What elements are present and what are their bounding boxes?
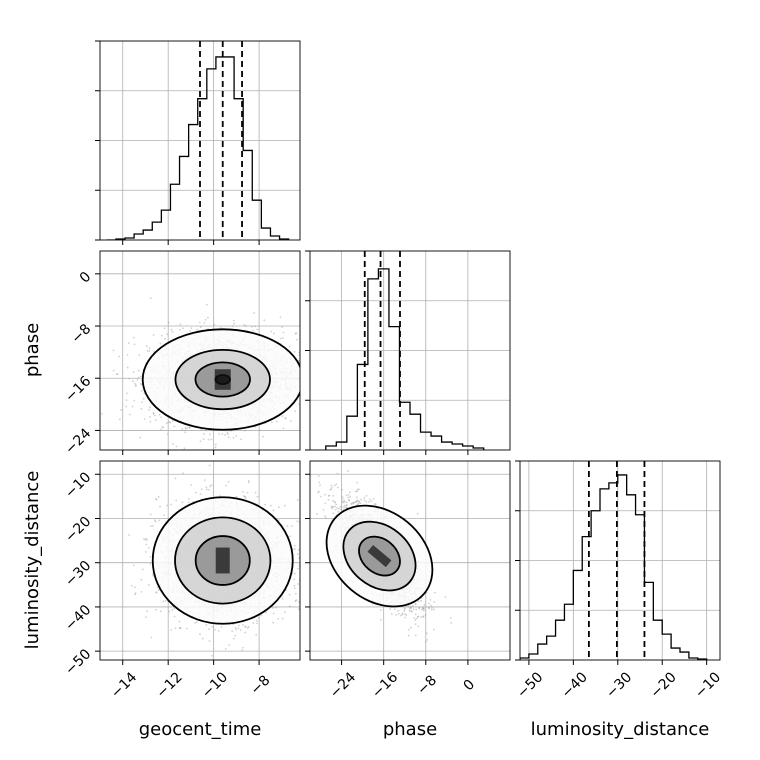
phase-marginal-panel <box>305 250 511 455</box>
y-tick-label: −8 <box>68 321 94 347</box>
density-core <box>214 369 231 390</box>
panel-frame <box>99 250 301 451</box>
geocent_time-vs-luminosity_distance-panel: −14 −12 −10 −8 −50 −40 −30 −20 −10 <box>62 460 301 702</box>
x-tick-label: −20 <box>648 669 680 701</box>
x-tick-label: −8 <box>414 672 440 698</box>
y-tick-label: −30 <box>62 558 94 590</box>
panel-frame <box>99 460 301 661</box>
geocent_time-vs-phase-panel: −24 −16 −8 0 <box>62 250 301 458</box>
phase-vs-luminosity_distance-panel: −24 −16 −8 0 <box>305 460 511 702</box>
y-tick-label: −16 <box>62 373 94 405</box>
x-tick-label: −24 <box>327 669 359 701</box>
x-tick-label: −8 <box>248 672 274 698</box>
y-tick-label: −20 <box>62 514 94 546</box>
x-tick-label: −10 <box>199 669 231 701</box>
x-axis-label-luminosity_distance: luminosity_distance <box>531 719 710 740</box>
x-tick-label: 0 <box>460 677 478 695</box>
density-core <box>367 545 392 568</box>
y-tick-label: −40 <box>62 602 94 634</box>
x-axis-label-geocent_time: geocent_time <box>139 719 262 740</box>
histogram-step <box>520 474 708 660</box>
x-tick-label: −16 <box>369 669 401 701</box>
y-tick-label: −24 <box>62 425 94 457</box>
x-tick-label: −30 <box>603 669 635 701</box>
y-axis-label-luminosity_distance: luminosity_distance <box>22 471 43 650</box>
x-tick-label: −40 <box>559 669 591 701</box>
histogram-step <box>106 56 290 240</box>
x-tick-label: −12 <box>153 669 185 701</box>
y-tick-label: 0 <box>77 269 95 287</box>
y-tick-label: −10 <box>62 469 94 501</box>
y-axis-label-phase: phase <box>22 323 43 377</box>
corner-panels: −24−16−80−14 −12 −10 −8−50−40−30−20−10−24 −1… <box>62 40 724 702</box>
x-tick-label: −10 <box>692 669 724 701</box>
geocent_time-marginal-panel <box>95 40 301 245</box>
y-tick-label: −50 <box>62 646 94 678</box>
x-tick-label: −50 <box>514 669 546 701</box>
histogram-step <box>325 268 485 450</box>
luminosity_distance-marginal-panel: −50 −40 −30 −20 −10 <box>514 460 724 702</box>
density-core <box>215 547 230 574</box>
panel-frame <box>309 460 511 661</box>
x-axis-label-phase: phase <box>383 719 437 740</box>
x-tick-label: −14 <box>108 669 140 701</box>
